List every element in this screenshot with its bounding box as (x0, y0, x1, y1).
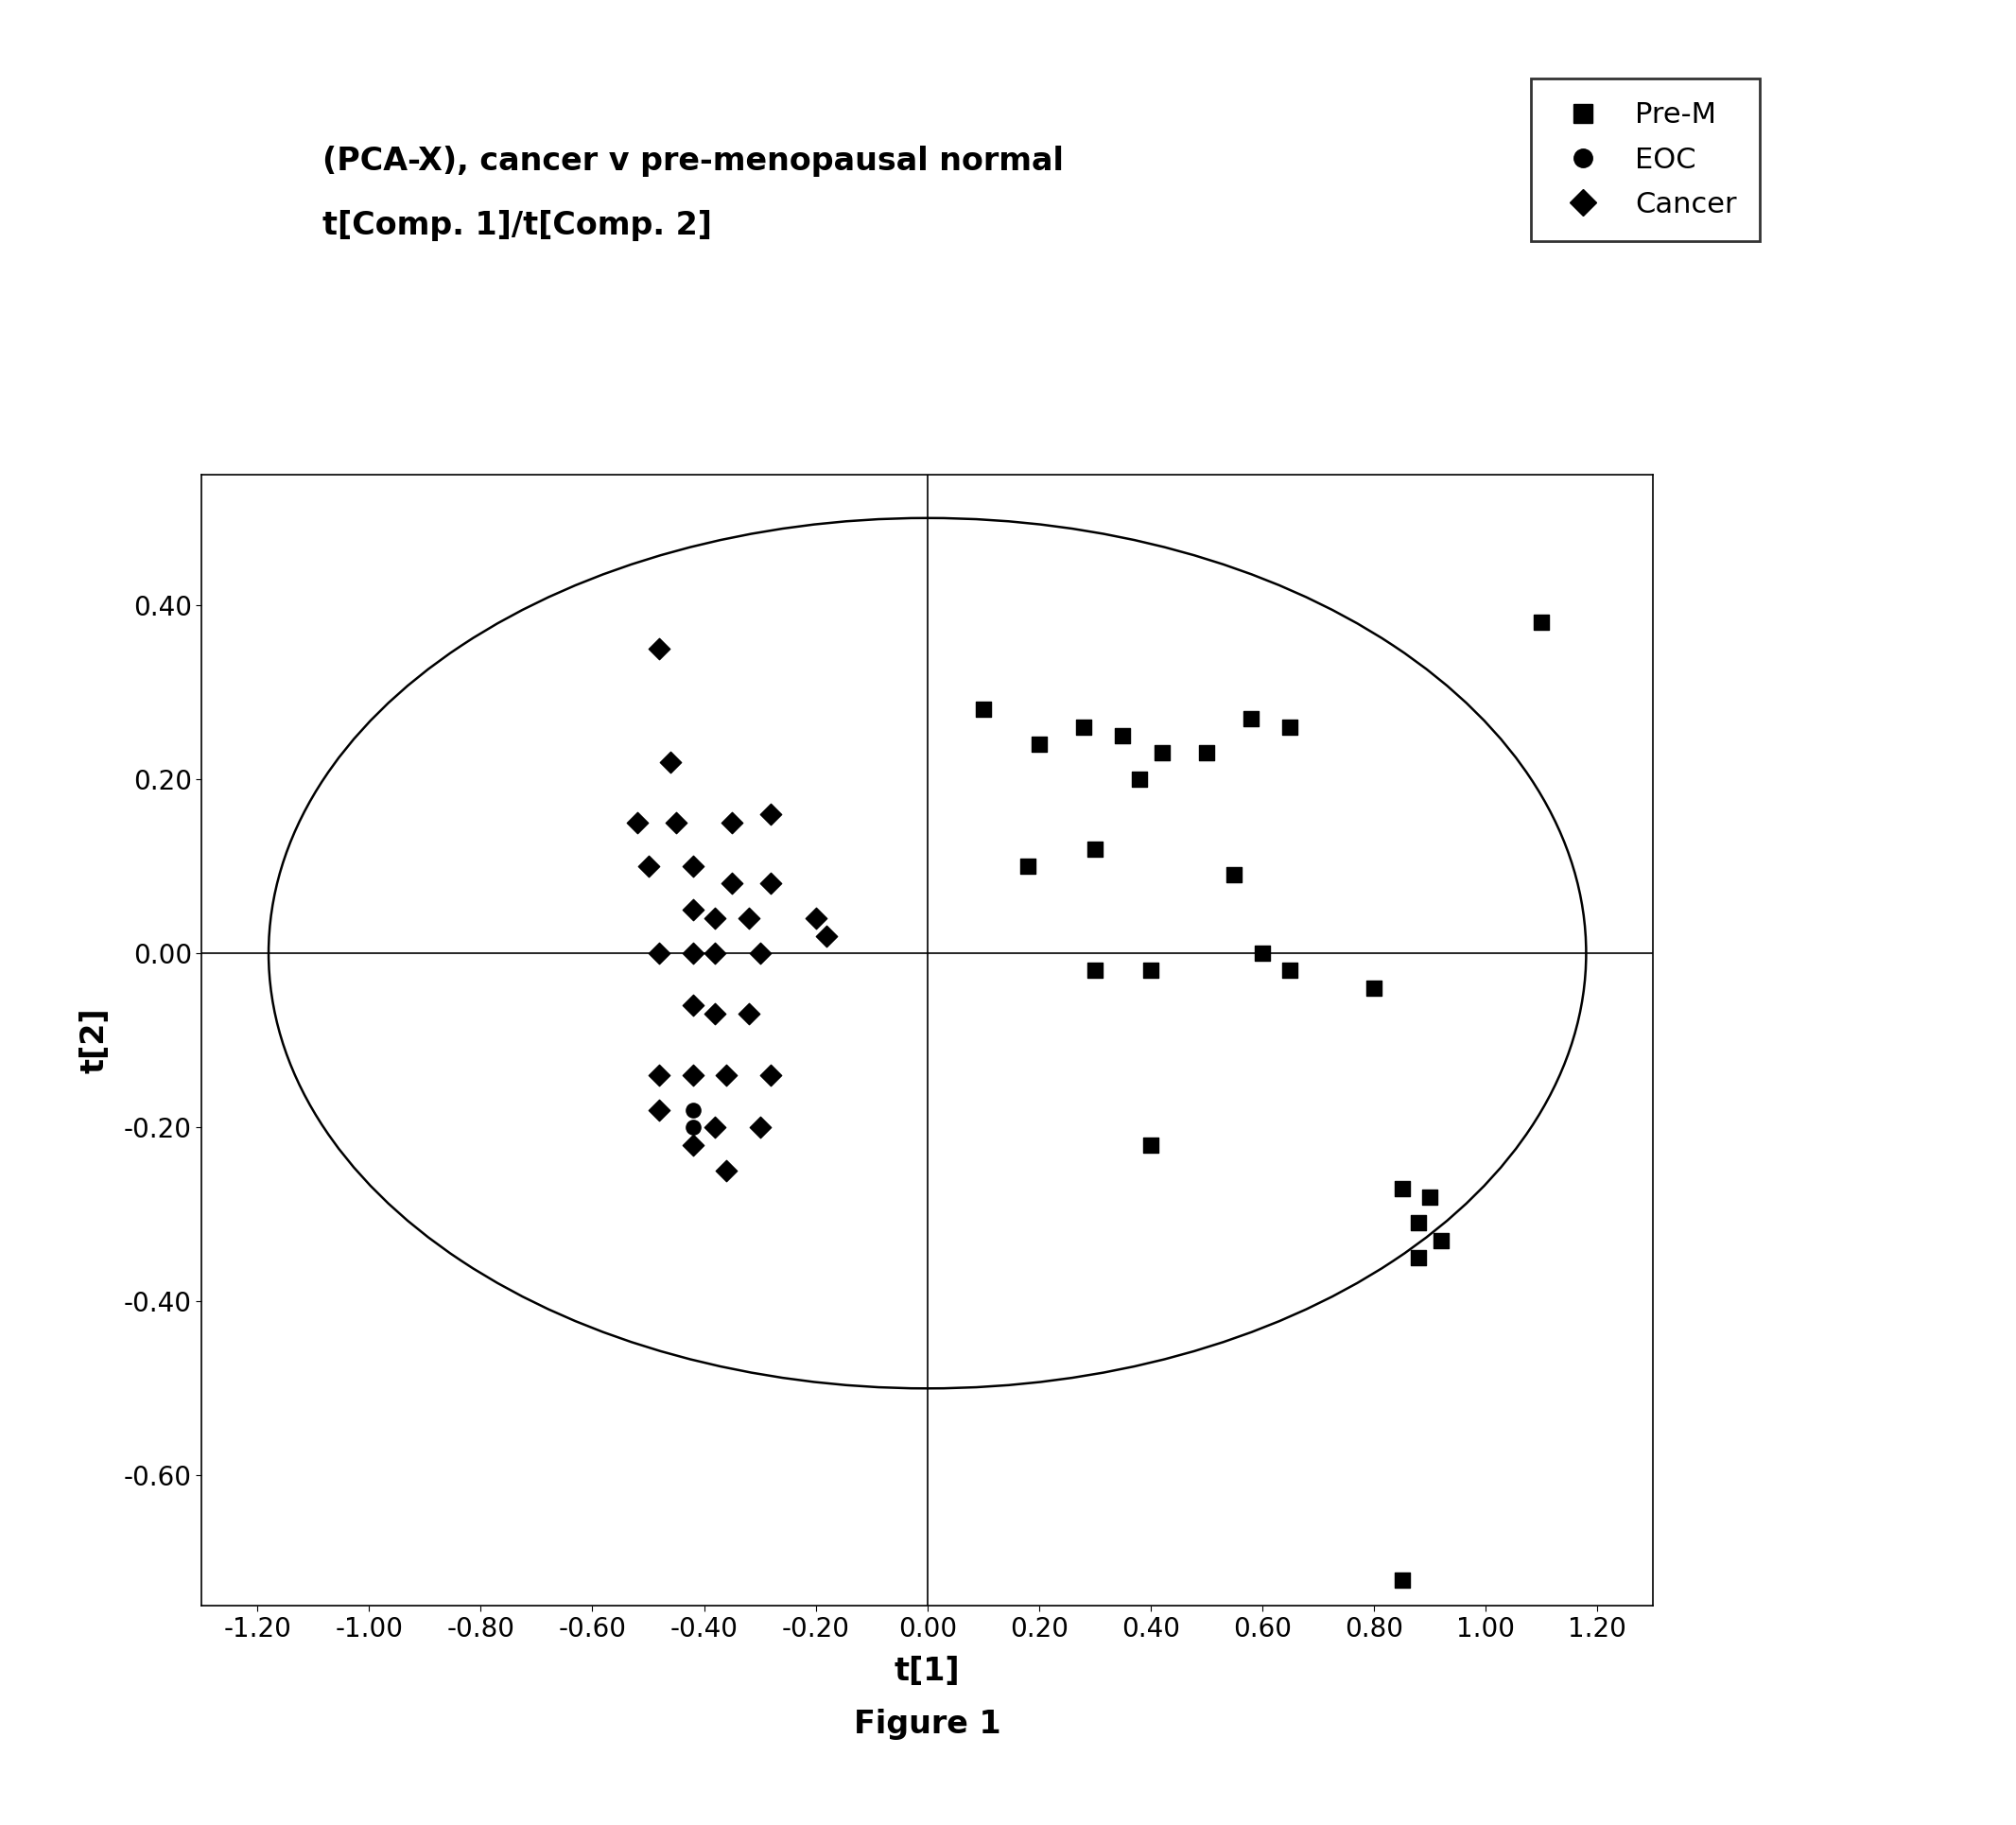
Point (754, 799, 786, 829)
Point (643, 1060, 675, 1090)
Text: t[Comp. 1]/t[Comp. 2]: t[Comp. 1]/t[Comp. 2] (323, 210, 712, 241)
Point (633, 852, 665, 881)
Point (677, 1060, 710, 1090)
Point (700, 938, 732, 967)
Point (677, 852, 710, 881)
Point (1413, 1183, 1445, 1212)
Point (744, 938, 776, 967)
Point (1385, 1173, 1417, 1203)
Y-axis label: t[2]: t[2] (79, 1007, 111, 1073)
Point (754, 869, 786, 898)
Point (1022, 730, 1054, 759)
Point (700, 1113, 732, 1142)
Point (1218, 860, 1250, 889)
Point (716, 808, 748, 838)
Point (643, 1095, 675, 1124)
Point (700, 903, 732, 933)
Point (754, 1060, 786, 1090)
Point (1403, 1208, 1435, 1237)
Point (677, 991, 710, 1020)
Text: Figure 1: Figure 1 (855, 1708, 1000, 1741)
Point (1123, 765, 1155, 794)
Point (1359, 973, 1391, 1002)
Point (1425, 1226, 1458, 1256)
Legend: Pre-M, EOC, Cancer: Pre-M, EOC, Cancer (1530, 78, 1760, 241)
Point (732, 903, 764, 933)
Point (1274, 956, 1306, 986)
Point (677, 1095, 710, 1124)
Point (968, 695, 1000, 725)
Point (621, 808, 653, 838)
Point (677, 938, 710, 967)
Point (655, 746, 687, 776)
Point (1246, 938, 1278, 967)
X-axis label: t[1]: t[1] (895, 1655, 960, 1686)
Text: (PCA-X), cancer v pre-menopausal normal: (PCA-X), cancer v pre-menopausal normal (323, 146, 1064, 177)
Point (710, 1157, 742, 1186)
Point (677, 1113, 710, 1142)
Point (700, 1000, 732, 1029)
Point (732, 1000, 764, 1029)
Point (1145, 739, 1177, 768)
Point (1107, 721, 1139, 750)
Point (1068, 712, 1101, 741)
Point (1012, 852, 1044, 881)
Point (1526, 608, 1558, 637)
Point (659, 808, 691, 838)
Point (1403, 1243, 1435, 1272)
Point (1135, 1130, 1167, 1159)
Point (1135, 956, 1167, 986)
Point (1236, 704, 1268, 734)
Point (800, 903, 833, 933)
Point (677, 894, 710, 923)
Point (677, 1130, 710, 1159)
Point (810, 922, 843, 951)
Point (1189, 739, 1222, 768)
Point (643, 938, 675, 967)
Point (710, 1060, 742, 1090)
Point (1274, 712, 1306, 741)
Point (643, 633, 675, 662)
Point (1385, 1566, 1417, 1595)
Point (744, 1113, 776, 1142)
Point (716, 869, 748, 898)
Point (1079, 834, 1111, 863)
Point (1079, 956, 1111, 986)
